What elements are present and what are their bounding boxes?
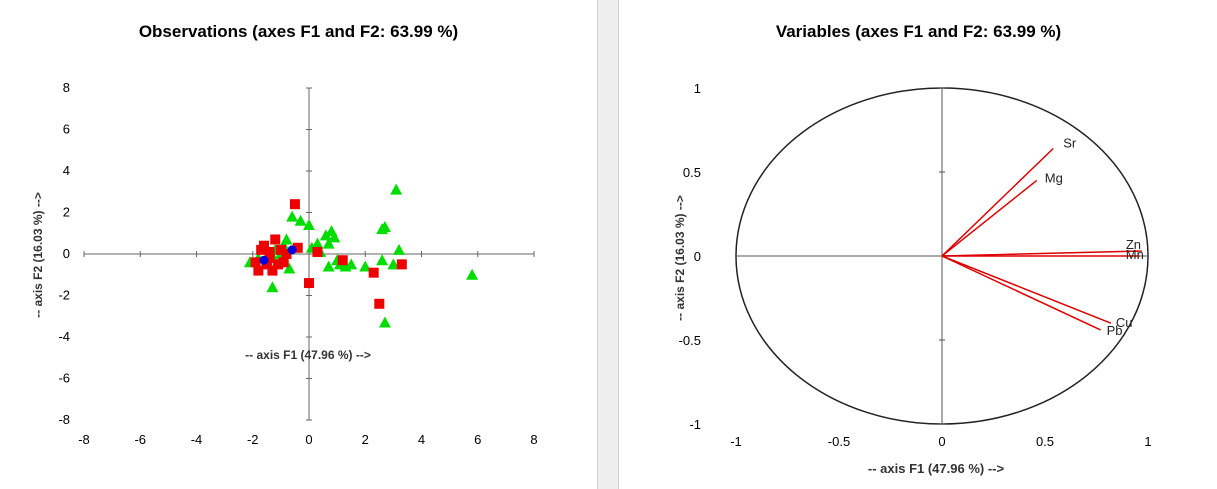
data-point-triangle	[283, 262, 296, 274]
data-point-triangle	[280, 233, 293, 245]
vector-zn	[941, 250, 1142, 257]
vector-label-cu: Cu	[1116, 315, 1133, 330]
y-tick-label: -4	[58, 329, 70, 344]
observations-chart-title: Observations (axes F1 and F2: 63.99 %)	[138, 22, 459, 41]
vector-pb	[941, 255, 1101, 331]
y-tick-label: 6	[63, 122, 70, 137]
data-point-square	[396, 259, 407, 270]
data-point-square	[267, 265, 278, 276]
y-axis-label: -- axis F2 (16.03 %) -->	[31, 192, 45, 318]
y-tick-label: -2	[58, 288, 70, 303]
data-point-square	[275, 244, 286, 255]
vector-label-mg: Mg	[1045, 170, 1063, 185]
x-tick-label: -2	[247, 432, 259, 447]
data-point-triangle	[376, 254, 389, 266]
data-point-triangle	[319, 229, 332, 241]
data-point-circle	[287, 245, 297, 255]
x-tick-label: -0.5	[828, 434, 850, 449]
vector-label-pb: Pb	[1107, 323, 1123, 338]
data-point-square	[337, 255, 348, 266]
panel-divider	[598, 0, 617, 489]
y-tick-label: 0.5	[683, 165, 701, 180]
data-point-triangle	[294, 214, 307, 226]
data-point-triangle	[286, 210, 299, 222]
data-point-square	[292, 242, 303, 253]
y-tick-label: 1	[694, 81, 701, 96]
data-point-square	[264, 246, 275, 257]
y-tick-label: 4	[63, 163, 70, 178]
data-point-triangle	[359, 260, 372, 272]
data-point-triangle	[328, 231, 341, 243]
vector-cu	[941, 255, 1112, 324]
data-point-square	[253, 265, 264, 276]
y-tick-label: 0	[63, 246, 70, 261]
variables-chart-title: Variables (axes F1 and F2: 63.99 %)	[775, 22, 1062, 41]
data-point-triangle	[466, 268, 479, 280]
x-tick-label: 0	[305, 432, 312, 447]
vector-label-sr: Sr	[1063, 135, 1077, 150]
x-tick-label: 0.5	[1036, 434, 1054, 449]
x-axis-label: -- axis F1 (47.96 %) -->	[245, 348, 371, 362]
data-point-triangle	[378, 221, 391, 233]
data-point-square	[289, 199, 300, 210]
data-point-square	[250, 257, 261, 268]
data-point-square	[270, 234, 281, 245]
variables-panel: Variables (axes F1 and F2: 63.99 %) -1 -0…	[618, 0, 1217, 489]
observations-chart: -8 -6 -4 -2 0 2 4 6 8 8 6 4 2 0 -2 -4 -6 -8 -- axis F1 (47…	[31, 80, 538, 447]
x-tick-label: 0	[938, 434, 945, 449]
data-point-square	[304, 278, 314, 289]
x-axis-label: -- axis F1 (47.96 %) -->	[868, 461, 1005, 476]
y-tick-label: -1	[689, 417, 701, 432]
data-point-triangle	[322, 237, 335, 249]
data-point-square	[256, 244, 267, 255]
y-tick-label: -6	[58, 371, 70, 386]
data-point-triangle	[387, 258, 400, 270]
x-tick-label: -8	[78, 432, 90, 447]
x-tick-label: -4	[191, 432, 203, 447]
data-point-circle	[259, 255, 269, 265]
y-tick-label: 2	[63, 205, 70, 220]
data-point-square	[261, 259, 272, 270]
data-point-triangle	[303, 218, 315, 230]
data-point-square	[312, 246, 323, 257]
data-point-square	[264, 253, 275, 264]
vector-label-zn: Zn	[1126, 237, 1141, 252]
data-point-square	[368, 267, 379, 278]
data-point-triangle	[322, 260, 335, 272]
variables-chart: -1 -0.5 0 0.5 1 1 0.5 0 -0.5 -1 -- axis F1 (47.96 …	[673, 81, 1152, 476]
data-point-triangle	[266, 281, 279, 293]
data-point-triangle	[345, 258, 358, 270]
y-axis-label: -- axis F2 (16.03 %) -->	[673, 195, 687, 321]
data-point-square	[281, 249, 292, 259]
data-point-square	[278, 257, 289, 268]
y-tick-label: 0	[694, 249, 701, 264]
data-point-triangle	[311, 237, 324, 249]
vector-mg	[941, 179, 1038, 257]
x-tick-label: -1	[730, 434, 742, 449]
x-tick-label: 8	[530, 432, 537, 447]
data-point-square	[374, 298, 385, 309]
data-point-square	[273, 259, 284, 270]
x-tick-label: 2	[362, 432, 369, 447]
data-point-triangle	[378, 316, 391, 328]
observations-panel: Observations (axes F1 and F2: 63.99 %) -…	[0, 0, 598, 489]
y-tick-label: 8	[63, 80, 70, 95]
y-tick-label: -0.5	[679, 333, 701, 348]
x-tick-label: 4	[418, 432, 425, 447]
y-tick-label: -8	[58, 412, 70, 427]
x-tick-label: 6	[474, 432, 481, 447]
x-tick-label: 1	[1144, 434, 1151, 449]
vector-sr	[941, 147, 1054, 257]
data-point-triangle	[393, 243, 405, 255]
x-tick-label: -6	[134, 432, 146, 447]
vector-label-mn: Mn	[1126, 247, 1144, 262]
data-point-triangle	[390, 183, 403, 195]
